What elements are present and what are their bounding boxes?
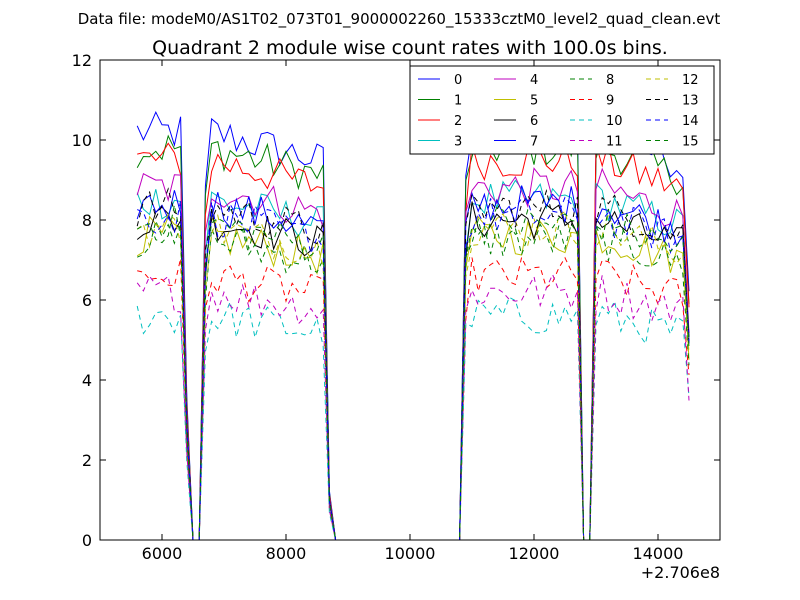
y-tick-label: 2 [82, 451, 92, 470]
y-tick-label: 8 [82, 211, 92, 230]
x-tick-label: 8000 [266, 544, 307, 563]
chart-title: Quadrant 2 module wise count rates with … [152, 37, 668, 59]
x-tick-label: 10000 [385, 544, 436, 563]
legend-label-7: 7 [530, 135, 538, 150]
x-tick-label: 6000 [142, 544, 183, 563]
legend-label-10: 10 [606, 114, 623, 129]
y-tick-label: 0 [82, 531, 92, 550]
legend-label-6: 6 [530, 114, 538, 129]
series-line-15 [136, 205, 690, 540]
legend-label-4: 4 [530, 73, 538, 88]
legend-label-15: 15 [682, 135, 699, 150]
y-tick-label: 10 [72, 131, 92, 150]
legend-frame [409, 65, 715, 155]
x-tick-label: 12000 [509, 544, 560, 563]
legend-label-3: 3 [454, 135, 462, 150]
series-line-14 [137, 196, 690, 540]
legend-label-11: 11 [606, 135, 623, 150]
y-tick-label: 6 [82, 291, 92, 310]
legend-label-8: 8 [606, 73, 614, 88]
legend-label-5: 5 [530, 94, 538, 109]
legend-label-1: 1 [454, 94, 462, 109]
legend-label-0: 0 [454, 73, 462, 88]
series-line-11 [136, 273, 690, 540]
series-line-12 [136, 210, 690, 540]
series-line-9 [137, 255, 690, 540]
legend-label-14: 14 [682, 114, 699, 129]
series-line-13 [136, 187, 690, 540]
suptitle: Data file: modeM0/AS1T02_073T01_90000022… [78, 10, 721, 29]
y-tick-label: 12 [72, 51, 92, 70]
legend-label-2: 2 [454, 114, 462, 129]
legend-label-12: 12 [682, 73, 699, 88]
x-offset-label: +2.706e8 [641, 563, 720, 582]
legend-label-9: 9 [606, 94, 614, 109]
legend-label-13: 13 [682, 94, 699, 109]
x-tick-label: 14000 [633, 544, 684, 563]
y-tick-label: 4 [82, 371, 92, 390]
